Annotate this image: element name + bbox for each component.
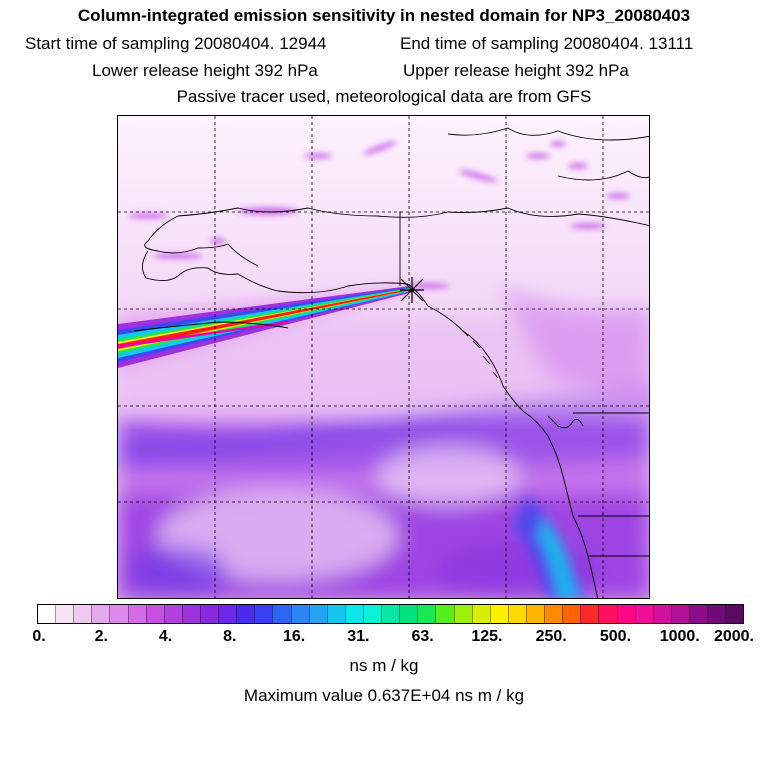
colorbar-tick-label: 0. [32,628,46,645]
colorbar-swatch [707,605,726,623]
end-time-label: End time of sampling 20080404. 13111 [400,34,694,53]
colorbar-swatch [199,605,219,623]
colorbar-swatch [381,605,400,623]
coastlines [133,127,649,598]
colorbar-tick-label: 1000. [659,628,700,645]
northern-streaks [128,141,630,289]
colorbar-tick-label: 500. [599,628,632,645]
colorbar-swatch [725,605,744,623]
colorbar-swatch [272,605,291,623]
colorbar-swatch [544,605,563,623]
colorbar-swatch [218,605,237,623]
colorbar-swatch [453,605,472,623]
colorbar-swatch [344,605,363,623]
colorbar-tick-label: 31. [347,628,370,645]
colorbar-tick-label: 2000. [713,628,755,645]
colorbar-swatch [55,605,74,623]
colorbar-swatch [290,605,309,623]
colorbar-swatch [91,605,110,623]
receptor-star-icon [400,277,424,303]
colorbar-swatch [417,605,436,623]
colorbar-tick-label: 2. [94,628,108,645]
chart-title: Column-integrated emission sensitivity i… [77,6,691,25]
colorbar-swatch [688,605,708,623]
tracer-note: Passive tracer used, meteorological data… [176,87,592,106]
colorbar-swatch [634,605,653,623]
colorbar-swatch [652,605,671,623]
colorbar-tick-label: 250. [535,628,567,645]
colorbar-swatch [670,605,689,623]
lower-release-label: Lower release height 392 hPa [92,61,318,80]
southern-sensitivity-field [118,386,649,598]
colorbar-swatch [525,605,545,623]
map-gridlines [118,116,649,598]
units-label: ns m / kg [349,656,419,675]
colorbar-swatch [362,605,382,623]
colorbar-swatch [507,605,526,623]
colorbar-swatch [489,605,508,623]
sensitivity-map [117,115,650,599]
colorbar-swatch [38,605,56,623]
colorbar-swatch [308,605,327,623]
colorbar-swatch [127,605,146,623]
colorbar-swatch [435,605,454,623]
upper-release-label: Upper release height 392 hPa [403,61,629,80]
colorbar-swatch [109,605,128,623]
colorbar-swatch [598,605,617,623]
colorbar-tick-label: 125. [471,628,503,645]
colorbar-swatch [471,605,490,623]
colorbar-swatch [145,605,164,623]
main-plume [118,284,415,374]
start-time-label: Start time of sampling 20080404. 12944 [25,34,327,53]
colorbar-tick-label: 16. [282,628,306,645]
colorbar-tick-label: 4. [158,628,173,645]
colorbar-tick-label: 8. [223,628,237,645]
coastal-blue-plume [513,496,587,598]
colorbar-swatch [562,605,581,623]
colorbar-swatch [399,605,418,623]
colorbar-swatch [616,605,635,623]
colorbar-swatch [580,605,599,623]
colorbar [37,604,744,624]
colorbar-tick-label: 63. [411,628,434,645]
colorbar-swatch [73,605,92,623]
colorbar-swatch [326,605,345,623]
colorbar-swatch [236,605,255,623]
maximum-value-label: Maximum value 0.637E+04 ns m / kg [243,686,525,705]
colorbar-swatch [163,605,182,623]
colorbar-swatch [254,605,273,623]
colorbar-swatch [181,605,200,623]
